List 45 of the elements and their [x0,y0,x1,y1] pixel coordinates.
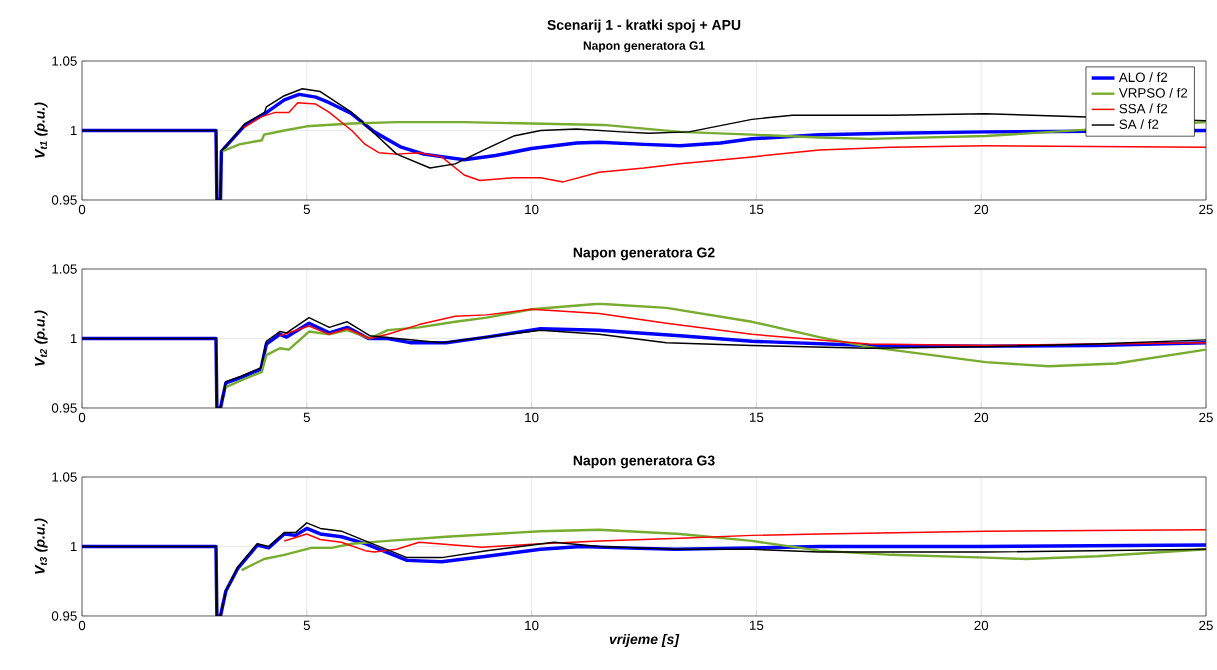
y-tick-label: 0.95 [51,195,77,205]
y-tick-label: 1.05 [52,264,77,274]
x-tick-label: 10 [525,620,539,631]
x-tick-label: 25 [1199,412,1213,423]
y-axis-title: V$_{t1}$ (p.u.) [34,102,48,158]
y-tick-label: 1 [70,541,77,552]
y-tick-label: 1 [70,333,77,344]
x-tick-label: 0 [78,620,86,631]
x-tick-label: 20 [974,620,989,631]
y-tick-label: 1.05 [52,472,77,482]
legend-label: SA / f2 [1119,119,1159,129]
line-series [240,528,1206,572]
x-tick-label: 15 [750,204,764,214]
legend-label: ALO / f2 [1118,72,1168,82]
x-tick-label: 5 [303,412,310,422]
x-tick-label: 15 [750,620,764,630]
x-tick-label: 10 [525,204,539,215]
y-tick-label: 0.95 [51,403,77,413]
x-tick-label: 10 [525,412,539,423]
chart-title: Scenarij 1 - kratki spoj + APU [547,19,741,33]
line-series [243,101,1206,183]
line-series [279,308,1206,347]
chart-title: Napon generatora G3 [573,455,715,469]
chart-subtitle: Napon generatora G1 [583,41,705,53]
line-series [224,302,1206,389]
y-axis-title: V$_{t3}$ (p.u.) [34,518,48,574]
y-tick-label: 1 [70,125,77,136]
x-tick-label: 15 [750,412,764,422]
y-tick-label: 1.05 [52,56,77,66]
line-series [283,529,1206,553]
x-tick-label: 5 [303,620,310,630]
x-tick-label: 0 [78,412,86,423]
x-tick-label: 20 [974,412,989,423]
x-tick-label: 0 [78,204,86,215]
x-tick-label: 20 [974,204,989,215]
y-tick-label: 0.95 [51,611,77,621]
x-tick-label: 25 [1199,204,1213,215]
legend-label: SSA / f2 [1119,103,1168,114]
legend-label: VRPSO / f2 [1118,87,1188,98]
x-tick-label: 5 [303,204,310,214]
x-tick-label: 25 [1199,620,1213,631]
y-axis-title: V$_{t2}$ (p.u.) [34,310,48,366]
x-axis-title: vrijeme [s] [609,633,680,648]
chart-title: Napon generatora G2 [573,247,715,261]
line-series [221,120,1206,153]
